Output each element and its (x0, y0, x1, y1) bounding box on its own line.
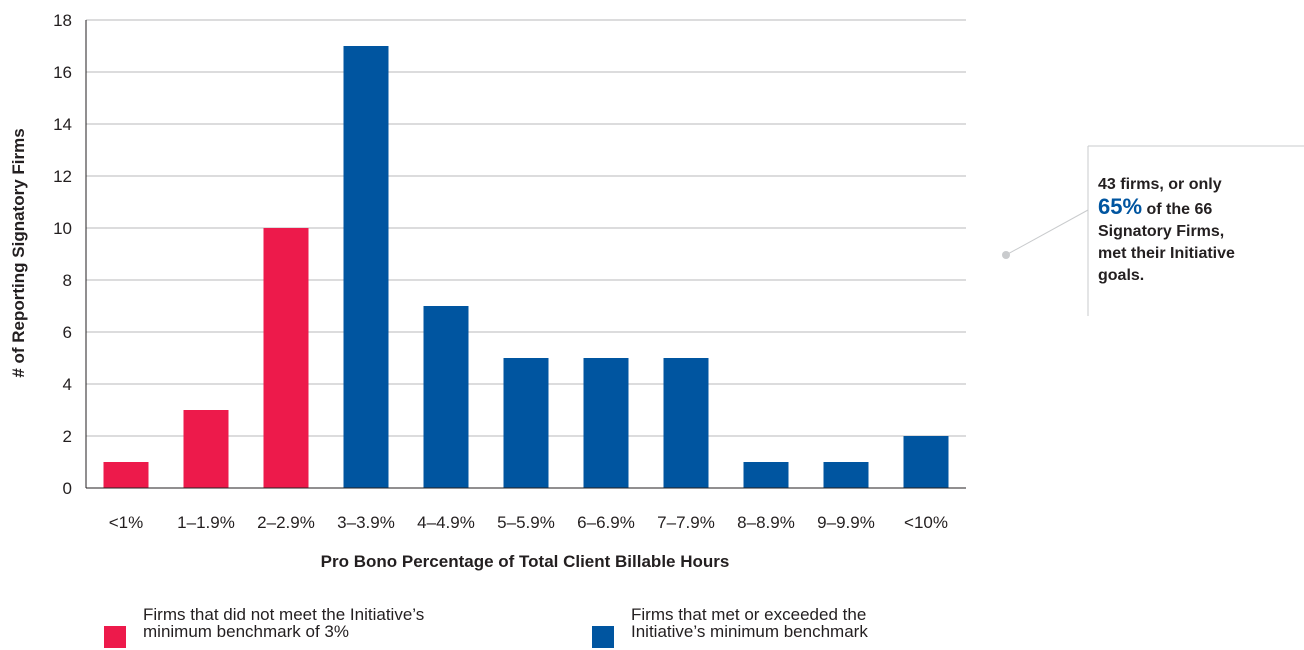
x-tick-label: 1–1.9% (177, 513, 235, 532)
legend-met-line-1: Firms that met or exceeded the (631, 605, 867, 624)
y-tick-label: 18 (53, 11, 72, 30)
legend-below-line-1: Firms that did not meet the Initiative’s (143, 605, 425, 624)
bar (423, 306, 469, 488)
callout-highlight-percent: 65% (1098, 194, 1143, 219)
callout-line-3: Signatory Firms, (1098, 223, 1225, 240)
x-tick-label: 2–2.9% (257, 513, 315, 532)
y-tick-label: 4 (63, 375, 72, 394)
y-tick-label: 16 (53, 63, 72, 82)
bar (183, 410, 229, 488)
bar (503, 358, 549, 488)
legend-met-line-2: Initiative’s minimum benchmark (631, 622, 868, 641)
bar (903, 436, 949, 488)
callout-line-4: met their Initiative (1098, 245, 1235, 262)
x-tick-label: 9–9.9% (817, 513, 875, 532)
y-tick-label: 2 (63, 427, 72, 446)
y-tick-label: 10 (53, 219, 72, 238)
bar (263, 228, 309, 488)
bars (103, 46, 949, 488)
bar (663, 358, 709, 488)
callout-line-1: 43 firms, or only (1098, 176, 1222, 193)
x-tick-label: <10% (904, 513, 948, 532)
legend-below-line-2: minimum benchmark of 3% (143, 622, 349, 641)
callout-line-2-rest: of the 66 (1146, 201, 1213, 218)
y-tick-labels: 0 2 4 6 8 10 12 14 16 18 (53, 11, 72, 498)
callout-connector (1002, 145, 1304, 316)
legend-item-met-benchmark: Firms that met or exceeded the Initiativ… (592, 606, 1011, 648)
x-tick-label: 4–4.9% (417, 513, 475, 532)
x-tick-label: <1% (109, 513, 144, 532)
bar (743, 462, 789, 488)
x-tick-label: 7–7.9% (657, 513, 715, 532)
bar (583, 358, 629, 488)
y-tick-label: 0 (63, 479, 72, 498)
y-tick-label: 12 (53, 167, 72, 186)
x-axis-title: Pro Bono Percentage of Total Client Bill… (321, 552, 730, 571)
x-tick-labels: <1% 1–1.9% 2–2.9% 3–3.9% 4–4.9% 5–5.9% 6–6.9% 7… (109, 513, 948, 532)
x-tick-label: 5–5.9% (497, 513, 555, 532)
legend-swatch-red (104, 626, 126, 648)
y-axis-title: # of Reporting Signatory Firms (9, 128, 28, 377)
bar (343, 46, 389, 488)
callout-line-2: 65% of the 66 (1098, 196, 1298, 221)
y-tick-label: 6 (63, 323, 72, 342)
legend-item-below-benchmark: Firms that did not meet the Initiative’s… (104, 606, 523, 648)
x-tick-label: 3–3.9% (337, 513, 395, 532)
y-tick-label: 8 (63, 271, 72, 290)
x-tick-label: 8–8.9% (737, 513, 795, 532)
callout-annotation: 43 firms, or only 65% of the 66 Signator… (1098, 174, 1298, 287)
bar (823, 462, 869, 488)
callout-line-5: goals. (1098, 267, 1145, 284)
x-tick-label: 6–6.9% (577, 513, 635, 532)
grid-lines (86, 19, 966, 437)
legend-swatch-blue (592, 626, 614, 648)
y-tick-label: 14 (53, 115, 72, 134)
bar (103, 462, 149, 488)
